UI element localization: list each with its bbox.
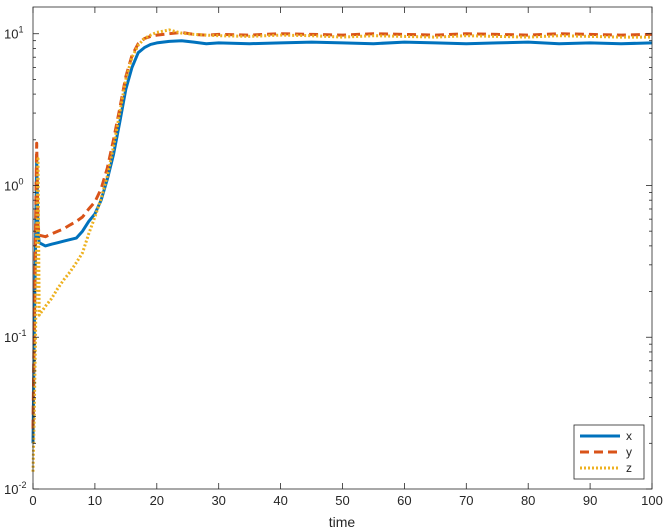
y-tick-label: 101: [4, 25, 23, 42]
x-tick-label: 20: [150, 493, 164, 508]
y-tick-label: 10-2: [4, 480, 26, 497]
series-line-x: [31, 39, 653, 444]
y-axis: 10-2 10-1 100 101: [4, 25, 652, 497]
legend-label-z: z: [626, 461, 632, 475]
x-axis-title: time: [329, 514, 356, 530]
plot-area: [33, 7, 652, 489]
x-tick-label: 40: [273, 493, 287, 508]
y-tick-label: 10-1: [4, 328, 26, 345]
x-axis: 0 10 20 30 40 50 60 70 80 90 100: [29, 7, 663, 508]
x-tick-label: 10: [88, 493, 102, 508]
x-tick-label: 0: [29, 493, 36, 508]
x-tick-label: 60: [397, 493, 411, 508]
legend-label-y: y: [626, 445, 632, 459]
x-tick-label: 90: [583, 493, 597, 508]
x-tick-label: 50: [335, 493, 349, 508]
legend-label-x: x: [626, 429, 632, 443]
series-line-z: [31, 28, 652, 472]
y-tick-label: 100: [4, 176, 23, 193]
legend: x y z: [573, 424, 645, 480]
series-layer: [31, 28, 653, 472]
x-tick-label: 30: [211, 493, 225, 508]
x-tick-label: 80: [521, 493, 535, 508]
x-tick-label: 70: [459, 493, 473, 508]
x-tick-label: 100: [641, 493, 663, 508]
